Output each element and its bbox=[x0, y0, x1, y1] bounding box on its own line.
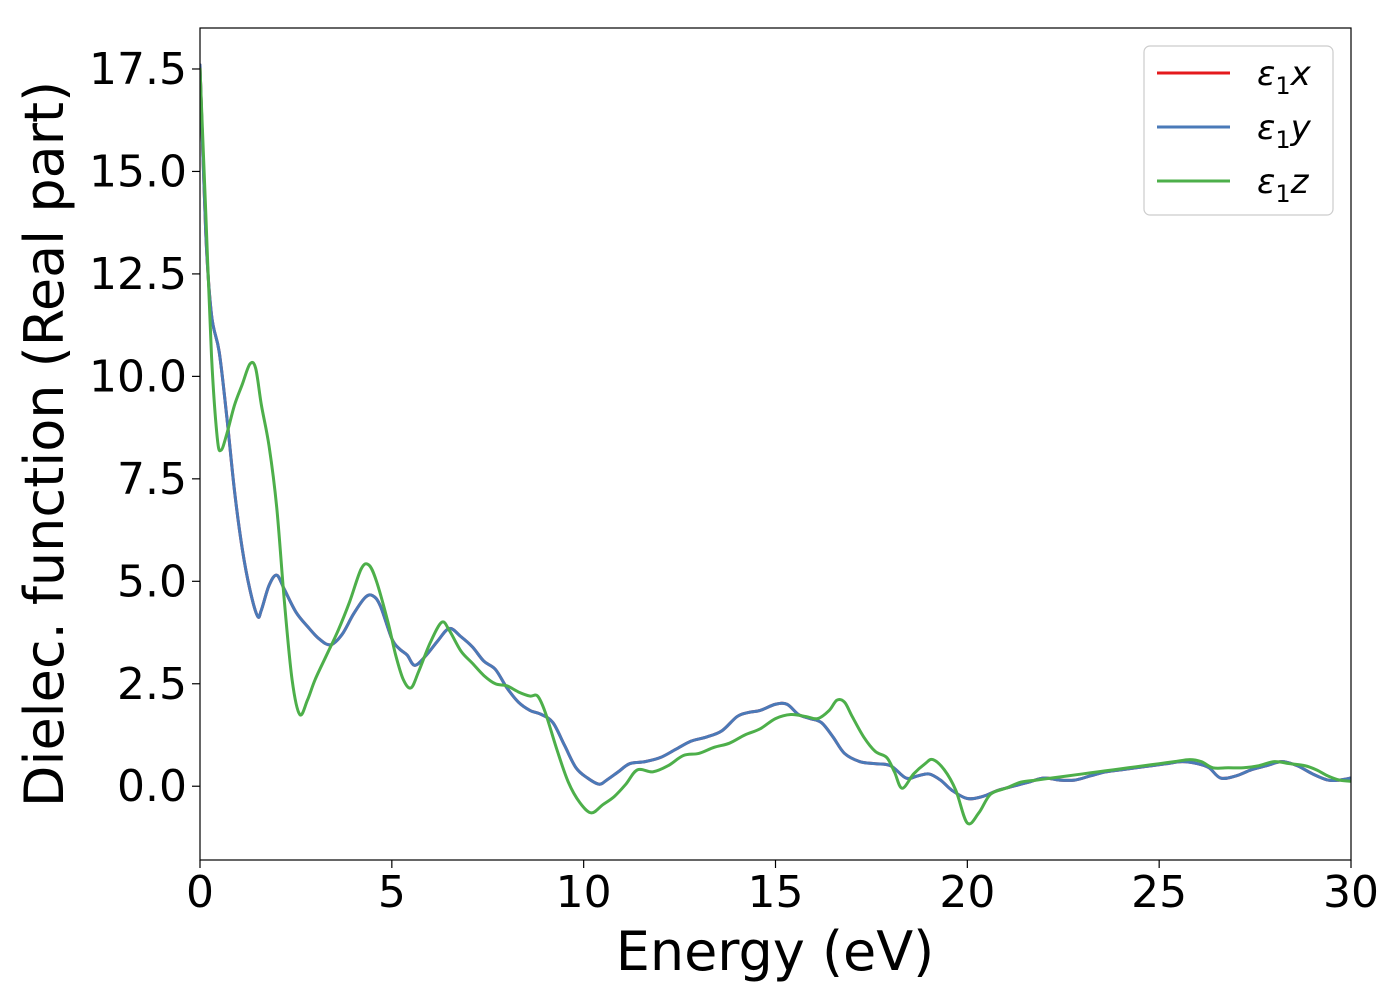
x-tick-label: 25 bbox=[1131, 867, 1187, 918]
x-tick-label: 0 bbox=[186, 867, 214, 918]
legend-label-x: ε1x bbox=[1257, 54, 1312, 100]
x-tick-label: 15 bbox=[748, 867, 804, 918]
y-tick-label: 17.5 bbox=[89, 44, 187, 95]
legend: ε1x ε1y ε1z bbox=[1143, 45, 1334, 216]
y-tick-label: 10.0 bbox=[89, 351, 187, 402]
legend-box bbox=[1143, 45, 1334, 216]
y-tick-label: 5.0 bbox=[117, 556, 187, 607]
y-tick-label: 7.5 bbox=[117, 454, 187, 505]
series-layer bbox=[200, 63, 1351, 826]
x-tick-label: 10 bbox=[556, 867, 612, 918]
y-tick-label: 0.0 bbox=[117, 761, 187, 812]
y-tick-label: 2.5 bbox=[117, 659, 187, 710]
y-tick-label: 15.0 bbox=[89, 146, 187, 197]
x-axis-ticks: 0 5 10 15 20 25 30 bbox=[186, 860, 1379, 918]
x-axis-title: Energy (eV) bbox=[616, 920, 935, 983]
x-tick-label: 20 bbox=[939, 867, 995, 918]
x-tick-label: 5 bbox=[378, 867, 406, 918]
y-tick-label: 12.5 bbox=[89, 249, 187, 300]
legend-label-y: ε1y bbox=[1257, 108, 1312, 154]
y-axis-title: Dielec. function (Real part) bbox=[13, 81, 76, 807]
legend-label-z: ε1z bbox=[1257, 162, 1310, 208]
y-axis-ticks: 0.0 2.5 5.0 7.5 10.0 12.5 15.0 17.5 bbox=[89, 44, 200, 812]
series-line-z bbox=[200, 67, 1351, 826]
x-tick-label: 30 bbox=[1323, 867, 1379, 918]
